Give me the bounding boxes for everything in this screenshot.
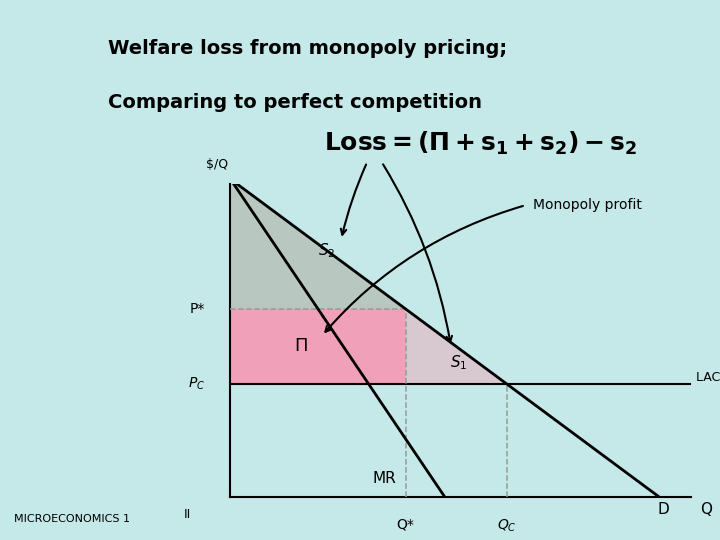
Text: $\bf{Loss = (\Pi+s_1+s_2)-s_2}$: $\bf{Loss = (\Pi+s_1+s_2)-s_2}$	[324, 130, 637, 157]
Polygon shape	[405, 309, 507, 384]
Text: Q: Q	[701, 502, 712, 517]
Polygon shape	[230, 179, 405, 309]
Text: Welfare loss from monopoly pricing;: Welfare loss from monopoly pricing;	[108, 39, 507, 58]
Text: P*: P*	[189, 302, 205, 316]
Text: MR: MR	[373, 470, 397, 485]
Text: $S_2$: $S_2$	[318, 241, 336, 260]
Polygon shape	[230, 309, 405, 384]
Text: Q*: Q*	[397, 517, 415, 531]
Text: $S_1$: $S_1$	[449, 354, 467, 373]
Text: II: II	[184, 508, 191, 521]
Text: Comparing to perfect competition: Comparing to perfect competition	[108, 93, 482, 112]
Text: $/Q: $/Q	[205, 158, 228, 171]
Text: LAC = LMC: LAC = LMC	[696, 372, 720, 384]
Text: $\Pi$: $\Pi$	[294, 338, 307, 355]
Text: $P_C$: $P_C$	[188, 376, 205, 392]
Text: $Q_C$: $Q_C$	[497, 517, 517, 534]
Text: D: D	[657, 502, 670, 517]
Text: MICROECONOMICS 1: MICROECONOMICS 1	[14, 514, 130, 524]
Text: Monopoly profit: Monopoly profit	[533, 198, 642, 212]
